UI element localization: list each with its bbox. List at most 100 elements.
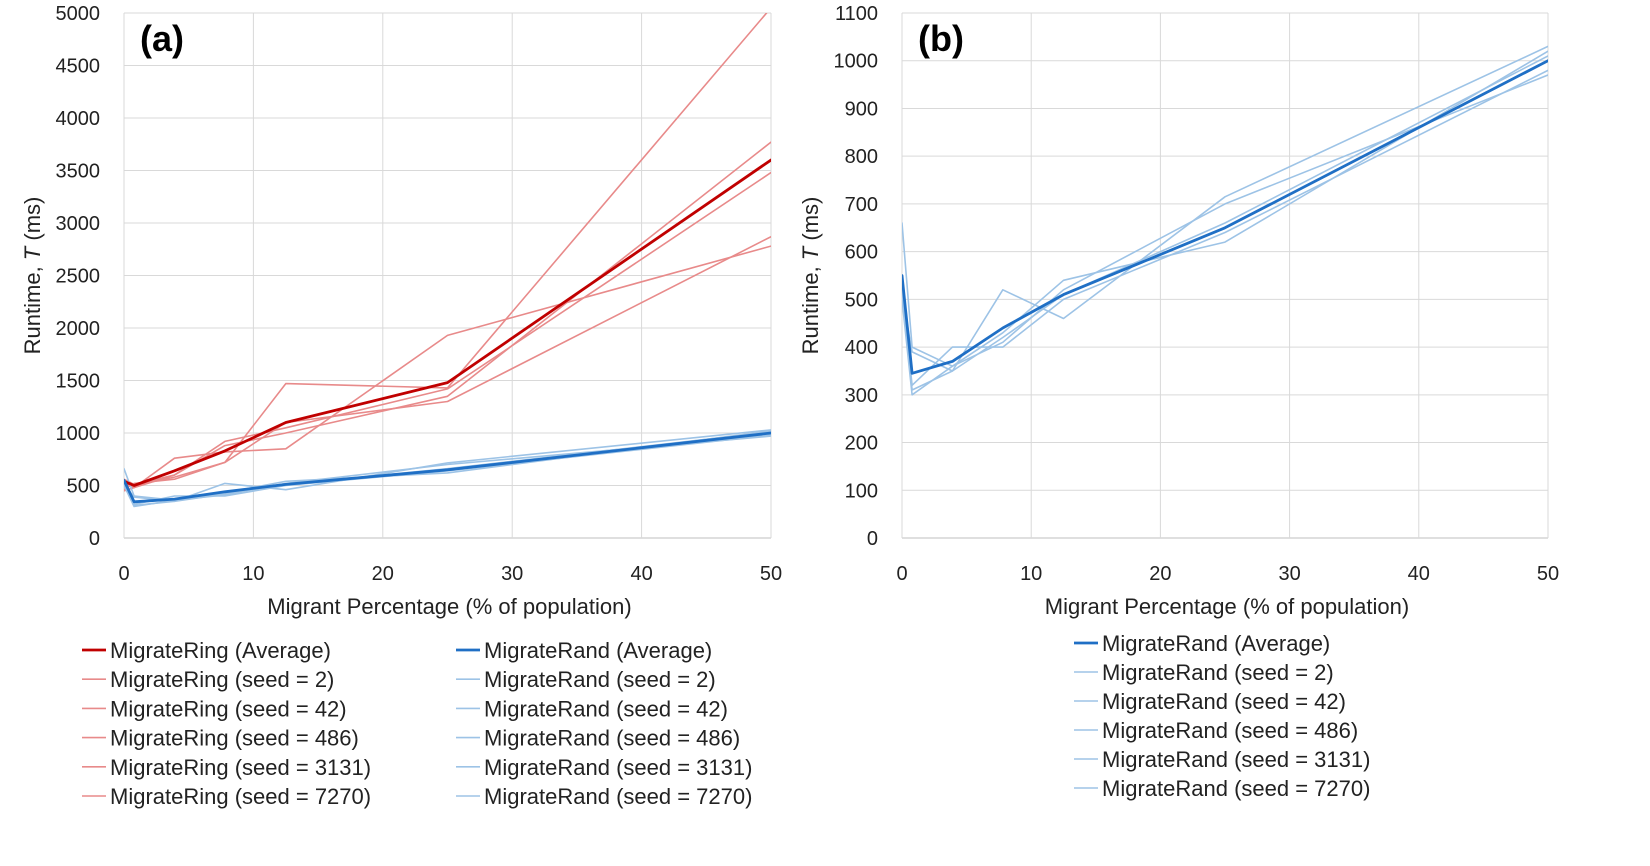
legend-label: MigrateRing (seed = 3131): [110, 755, 371, 780]
legend-item: MigrateRand (Average): [456, 638, 712, 663]
x-tick-label: 50: [760, 563, 782, 585]
y-tick-label: 500: [67, 476, 100, 498]
plot-area: [124, 13, 771, 508]
y-tick-label: 0: [89, 528, 100, 550]
x-axis-title: Migrant Percentage (% of population): [1045, 594, 1409, 619]
series-line-migraterand-seed-3131: [902, 69, 1548, 387]
legend-item: MigrateRing (seed = 42): [82, 696, 347, 721]
series-line-migraterand-seed-7270: [902, 45, 1548, 372]
y-axis-title: Runtime, T (ms): [20, 197, 45, 355]
series-line-migraterand-seed-2: [902, 50, 1548, 368]
legend-item: MigrateRand (Average): [1074, 631, 1330, 656]
legend-item: MigrateRand (seed = 2): [1074, 660, 1334, 685]
y-axis-title-unit: (ms): [798, 197, 823, 247]
y-tick-label: 4500: [56, 56, 101, 78]
series-line-migraterand-seed-42: [902, 74, 1548, 396]
y-tick-label: 3500: [56, 161, 101, 183]
legend-label: MigrateRand (seed = 42): [1102, 689, 1346, 714]
legend-item: MigrateRand (seed = 486): [456, 726, 740, 751]
y-tick-label: 100: [845, 480, 878, 502]
legend-item: MigrateRing (seed = 7270): [82, 784, 371, 809]
x-tick-label: 20: [372, 563, 394, 585]
series-line-migraterand-seed-2: [124, 430, 771, 502]
legend-item: MigrateRing (seed = 486): [82, 726, 359, 751]
legend-label: MigrateRing (seed = 42): [110, 696, 347, 721]
y-tick-label: 300: [845, 385, 878, 407]
y-tick-label: 1000: [834, 51, 879, 73]
legend-label: MigrateRand (seed = 3131): [1102, 747, 1370, 772]
y-tick-label: 600: [845, 242, 878, 264]
plot-area: [902, 45, 1548, 396]
legend-item: MigrateRand (seed = 486): [1074, 718, 1358, 743]
x-axis-title: Migrant Percentage (% of population): [267, 594, 631, 619]
y-axis-title-main: Runtime,: [20, 260, 45, 354]
x-tick-label: 30: [1278, 563, 1300, 585]
y-tick-label: 1000: [56, 423, 101, 445]
series-line-migraterand-seed-486: [902, 55, 1548, 391]
series-line-migraterand-seed-42: [124, 435, 771, 508]
legend-label: MigrateRand (seed = 2): [484, 667, 716, 692]
y-tick-label: 200: [845, 433, 878, 455]
legend-label: MigrateRand (Average): [484, 638, 712, 663]
x-tick-label: 20: [1149, 563, 1171, 585]
series-line-migratering-average: [124, 158, 771, 487]
legend-item: MigrateRing (Average): [82, 638, 331, 663]
y-tick-label: 3000: [56, 213, 101, 235]
y-axis-title-unit: (ms): [20, 197, 45, 247]
y-tick-label: 900: [845, 98, 878, 120]
legend-item: MigrateRand (seed = 42): [1074, 689, 1346, 714]
x-tick-label: 30: [501, 563, 523, 585]
y-tick-label: 500: [845, 289, 878, 311]
y-tick-label: 5000: [56, 3, 101, 25]
panel-label: (b): [918, 18, 964, 59]
y-axis-title-var: T: [798, 245, 823, 260]
y-tick-label: 0: [867, 528, 878, 550]
y-tick-label: 800: [845, 146, 878, 168]
y-tick-label: 400: [845, 337, 878, 359]
legend-label: MigrateRand (seed = 7270): [1102, 776, 1370, 801]
x-tick-label: 0: [896, 563, 907, 585]
legend-item: MigrateRing (seed = 3131): [82, 755, 371, 780]
legend-label: MigrateRand (seed = 486): [1102, 718, 1358, 743]
series-line-migratering-seed-2: [124, 245, 771, 492]
legend-item: MigrateRand (seed = 7270): [456, 784, 752, 809]
legend-label: MigrateRand (Average): [1102, 631, 1330, 656]
y-tick-label: 2500: [56, 266, 101, 288]
legend-label: MigrateRand (seed = 2): [1102, 660, 1334, 685]
y-axis-title-main: Runtime,: [798, 260, 823, 354]
chart-panel-b: 0 100 200 300 400 500 600 700 800 900 1000 1100 0 10 2…: [798, 3, 1559, 801]
series-line-migraterand-average: [124, 431, 771, 504]
y-axis-title: Runtime, T (ms): [798, 197, 823, 355]
legend-label: MigrateRand (seed = 3131): [484, 755, 752, 780]
legend-label: MigrateRing (seed = 486): [110, 726, 359, 751]
x-tick-label: 10: [1020, 563, 1042, 585]
y-axis-title-var: T: [20, 245, 45, 260]
legend-label: MigrateRand (seed = 7270): [484, 784, 752, 809]
series-line-migratering-seed-3131: [124, 141, 771, 489]
legend-label: MigrateRand (seed = 42): [484, 696, 728, 721]
legend-item: MigrateRand (seed = 2): [456, 667, 716, 692]
panel-label: (a): [140, 18, 184, 59]
chart-panel-a: 0500100015002000250030003500400045005000…: [20, 3, 782, 809]
legend-label: MigrateRand (seed = 486): [484, 726, 740, 751]
legend: MigrateRing (Average) MigrateRing (seed =…: [82, 638, 752, 809]
legend-item: MigrateRing (seed = 2): [82, 667, 334, 692]
legend-label: MigrateRing (seed = 7270): [110, 784, 371, 809]
legend-item: MigrateRand (seed = 7270): [1074, 776, 1370, 801]
x-tick-label: 10: [242, 563, 264, 585]
legend-item: MigrateRand (seed = 3131): [456, 755, 752, 780]
legend-label: MigrateRing (Average): [110, 638, 331, 663]
y-tick-label: 700: [845, 194, 878, 216]
series-line-migraterand-seed-7270: [124, 429, 771, 503]
x-tick-label: 40: [630, 563, 652, 585]
y-tick-label: 1100: [835, 3, 878, 25]
legend-label: MigrateRing (seed = 2): [110, 667, 334, 692]
y-tick-label: 2000: [56, 318, 101, 340]
y-tick-label: 4000: [56, 108, 101, 130]
x-tick-label: 0: [118, 563, 129, 585]
y-tick-label: 1500: [56, 371, 101, 393]
x-tick-label: 50: [1537, 563, 1559, 585]
x-tick-label: 40: [1408, 563, 1430, 585]
series-line-migraterand-average: [902, 59, 1548, 375]
